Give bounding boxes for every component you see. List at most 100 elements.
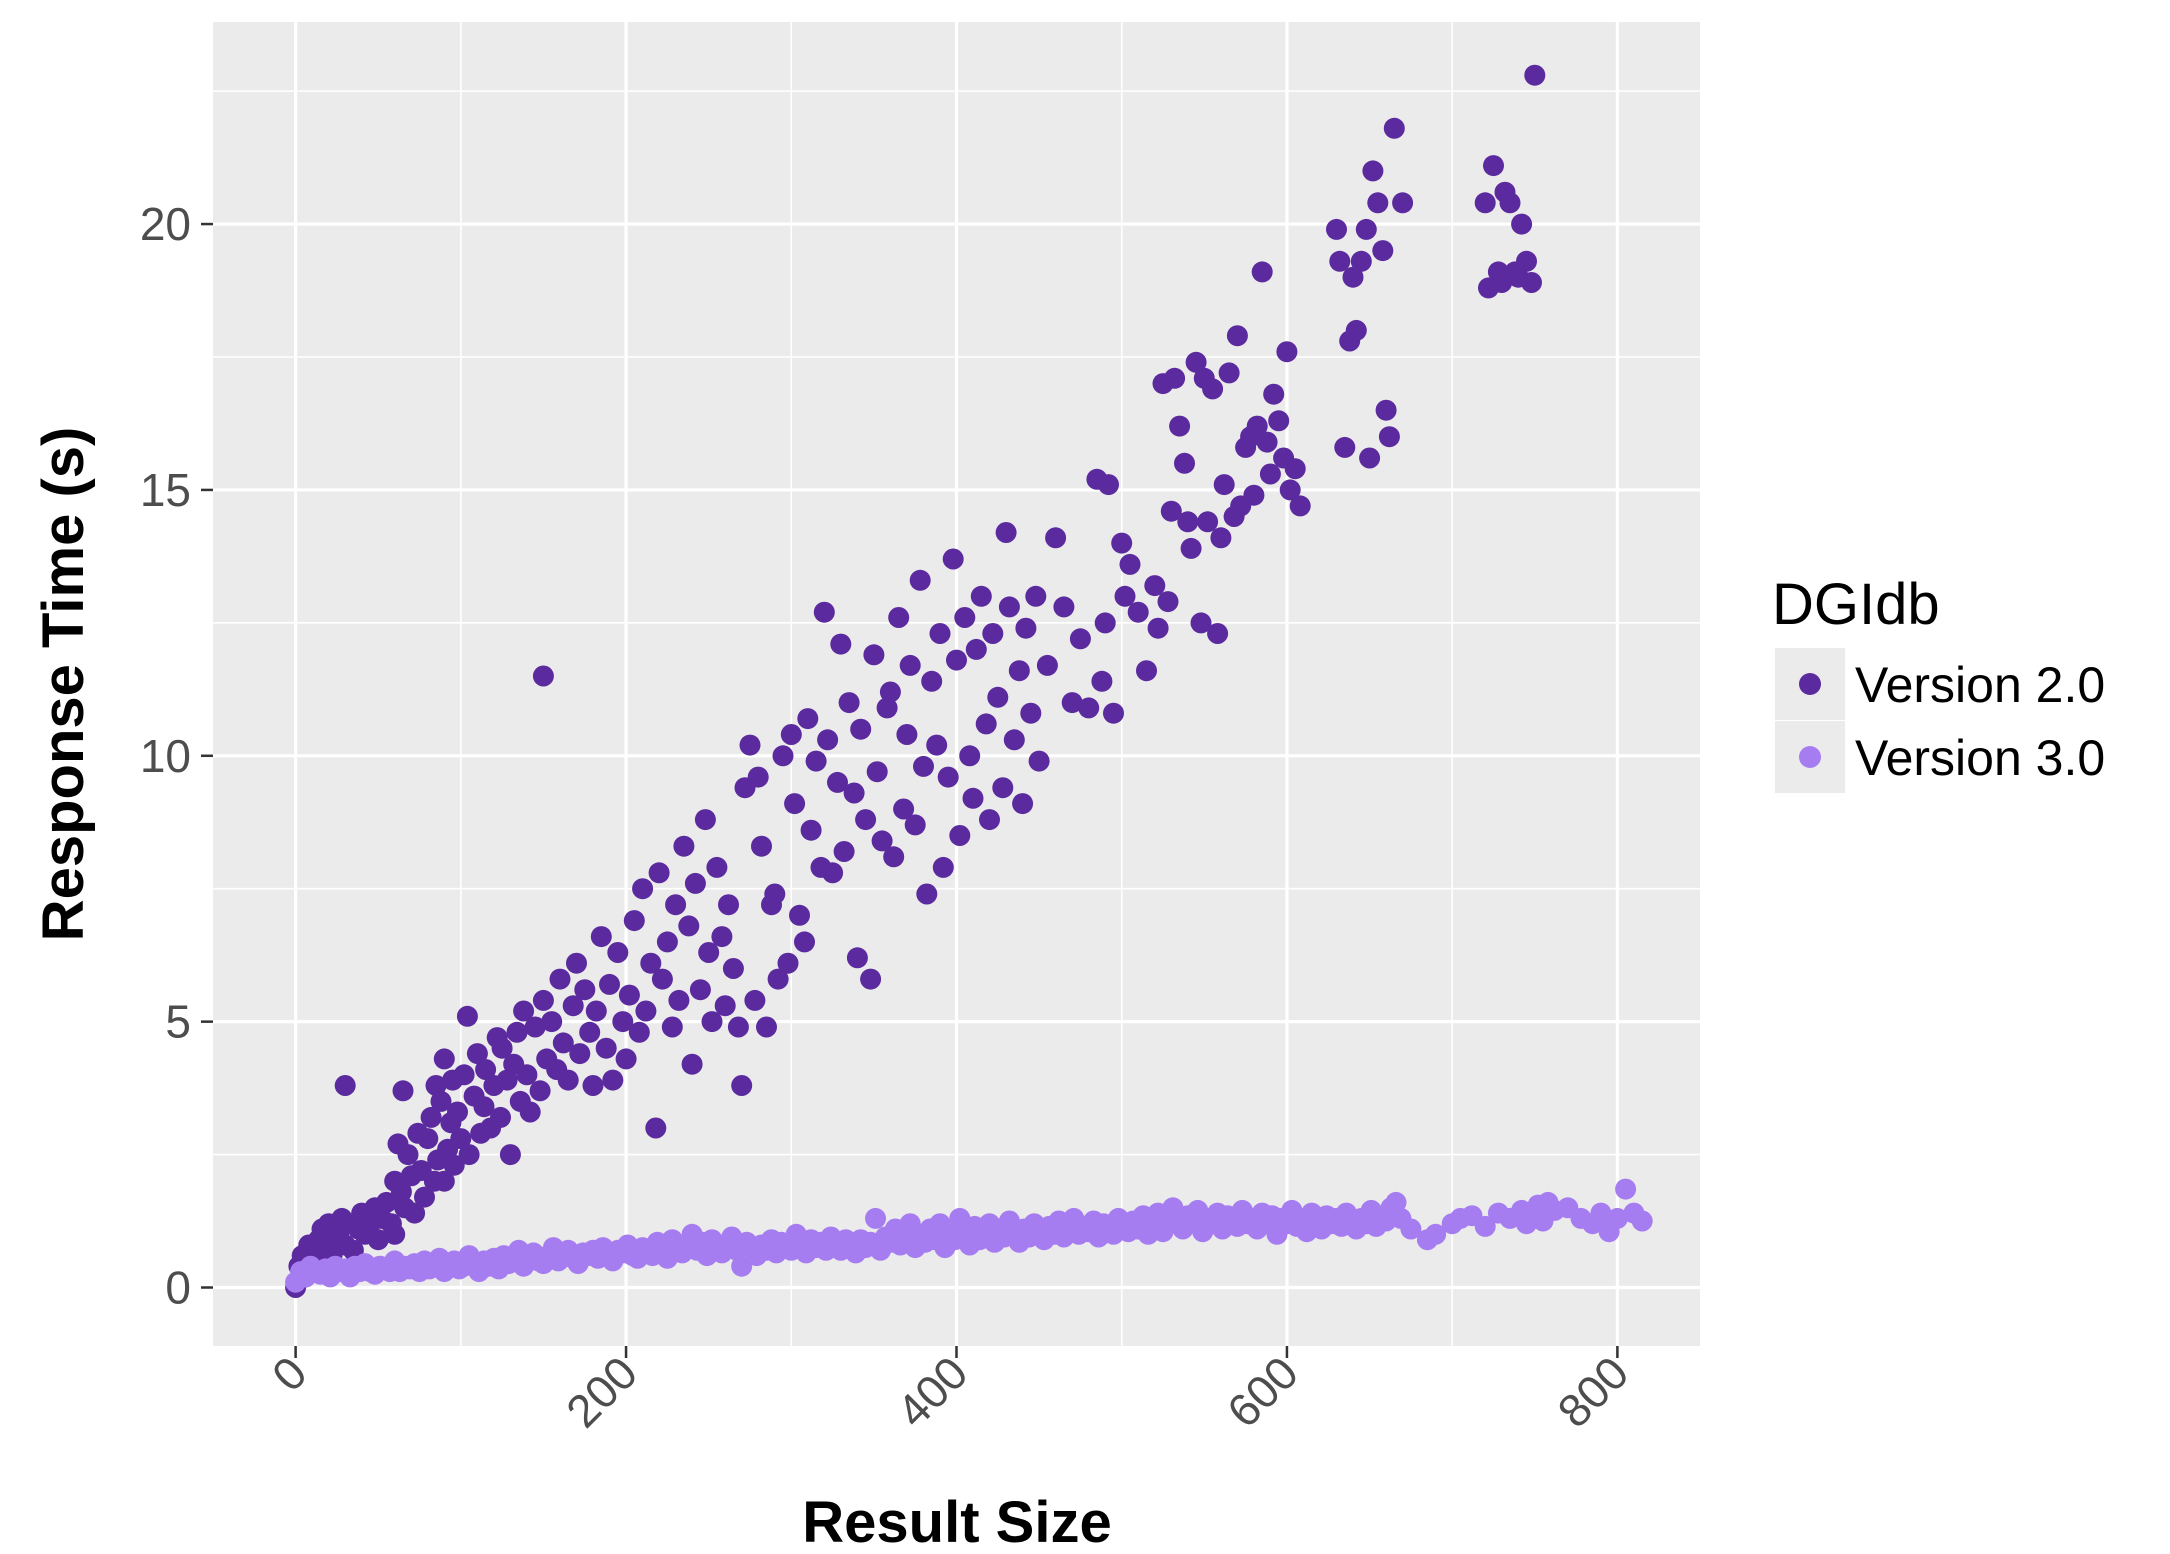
data-point: [822, 862, 843, 883]
y-tick-label: 15: [140, 464, 191, 516]
data-point: [830, 634, 851, 655]
data-point: [579, 1022, 600, 1043]
data-point: [1004, 729, 1025, 750]
data-point: [1219, 362, 1240, 383]
data-point: [921, 671, 942, 692]
data-point: [1015, 618, 1036, 639]
data-point: [1524, 65, 1545, 86]
data-point: [1202, 378, 1223, 399]
x-axis: 0 200 400 600 800: [262, 1346, 1639, 1437]
data-point: [910, 570, 931, 591]
data-point: [1103, 703, 1124, 724]
data-point: [971, 586, 992, 607]
data-point: [678, 915, 699, 936]
x-tick-label: 0: [262, 1346, 317, 1401]
data-point: [860, 969, 881, 990]
data-point: [1210, 527, 1231, 548]
data-point: [1376, 400, 1397, 421]
data-point: [844, 783, 865, 804]
data-point: [1045, 527, 1066, 548]
data-point: [855, 809, 876, 830]
data-point: [718, 894, 739, 915]
y-axis: 05101520: [140, 198, 213, 1313]
data-point: [1521, 272, 1542, 293]
data-point: [335, 1075, 356, 1096]
data-point: [569, 1043, 590, 1064]
data-point: [607, 942, 628, 963]
data-point: [1511, 214, 1532, 235]
data-point: [1290, 495, 1311, 516]
data-point: [751, 836, 772, 857]
data-point: [533, 666, 554, 687]
data-point: [706, 857, 727, 878]
data-point: [992, 777, 1013, 798]
x-tick-label: 400: [887, 1346, 978, 1437]
data-point: [996, 522, 1017, 543]
data-point: [959, 745, 980, 766]
data-point: [673, 836, 694, 857]
data-point: [778, 953, 799, 974]
data-point: [507, 1022, 528, 1043]
data-point: [806, 751, 827, 772]
data-point: [817, 729, 838, 750]
data-point: [888, 607, 909, 628]
data-point: [839, 692, 860, 713]
legend-item-version-3: Version 3.0: [1775, 721, 2105, 793]
x-tick-label: 600: [1217, 1346, 1308, 1437]
data-point: [1169, 416, 1190, 437]
data-point: [1362, 160, 1383, 181]
data-point: [1029, 751, 1050, 772]
legend-item-version-2: Version 2.0: [1775, 648, 2105, 720]
data-point: [1012, 793, 1033, 814]
data-point: [566, 953, 587, 974]
data-point: [954, 607, 975, 628]
data-point: [1181, 538, 1202, 559]
data-point: [764, 884, 785, 905]
data-point: [1372, 240, 1393, 261]
y-tick-label: 10: [140, 730, 191, 782]
data-point: [1252, 261, 1273, 282]
data-point: [695, 809, 716, 830]
data-point: [690, 979, 711, 1000]
y-axis-title: Response Time (s): [31, 427, 96, 942]
data-point: [1091, 671, 1112, 692]
data-point: [801, 820, 822, 841]
data-point: [1214, 474, 1235, 495]
data-point: [781, 724, 802, 745]
data-point: [1020, 703, 1041, 724]
data-point: [1095, 612, 1116, 633]
data-point: [1346, 320, 1367, 341]
data-point: [459, 1144, 480, 1165]
data-point: [1326, 219, 1347, 240]
data-point: [744, 990, 765, 1011]
data-point: [668, 990, 689, 1011]
data-point: [616, 1048, 637, 1069]
data-point: [652, 969, 673, 990]
data-point: [715, 995, 736, 1016]
data-point: [1111, 533, 1132, 554]
data-point: [905, 814, 926, 835]
y-tick-label: 20: [140, 198, 191, 250]
data-point: [685, 873, 706, 894]
data-point: [1136, 660, 1157, 681]
data-point: [1243, 485, 1264, 506]
data-point: [926, 735, 947, 756]
data-point: [966, 639, 987, 660]
data-point: [1128, 602, 1149, 623]
legend: DGIdb Version 2.0 Version 3.0: [1772, 572, 2105, 793]
data-point: [723, 958, 744, 979]
data-point: [657, 931, 678, 952]
data-point: [665, 894, 686, 915]
data-point: [748, 767, 769, 788]
data-point: [933, 857, 954, 878]
data-point: [619, 985, 640, 1006]
data-point: [979, 809, 1000, 830]
data-point: [596, 1038, 617, 1059]
data-point: [591, 926, 612, 947]
data-point: [1207, 623, 1228, 644]
data-point: [1359, 448, 1380, 469]
data-point: [662, 1017, 683, 1038]
data-point: [814, 602, 835, 623]
data-point: [963, 788, 984, 809]
data-point: [711, 926, 732, 947]
